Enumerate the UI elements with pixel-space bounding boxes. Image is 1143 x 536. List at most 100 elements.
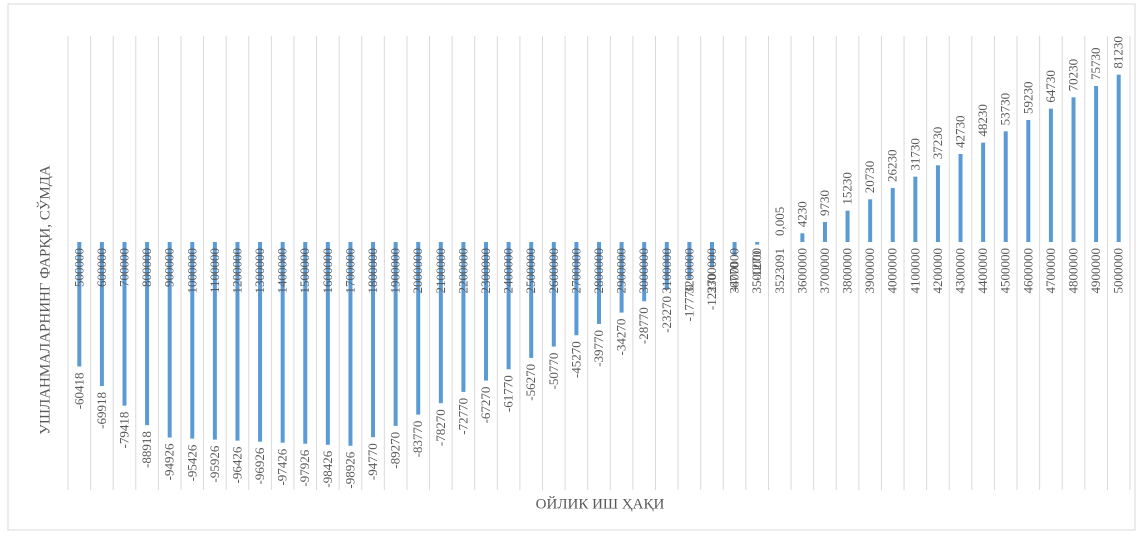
x-tick-label: 4600000 bbox=[1020, 248, 1035, 294]
data-label: 42730 bbox=[953, 115, 968, 148]
data-label: -98426 bbox=[320, 450, 335, 487]
bar bbox=[393, 242, 398, 426]
x-tick-label: 2100000 bbox=[433, 248, 448, 294]
y-axis-label: УШЛАНМАЛАРНИНГ ФАРҚИ, СЎМДА bbox=[36, 165, 53, 435]
x-tick-label: 1800000 bbox=[365, 248, 380, 294]
bar bbox=[958, 153, 963, 242]
bar bbox=[348, 242, 353, 446]
data-label: 15230 bbox=[840, 172, 855, 205]
bar bbox=[1071, 97, 1076, 242]
x-tick-label: 3200000 bbox=[681, 248, 696, 294]
x-tick-label: 4200000 bbox=[930, 248, 945, 294]
x-tick-label: 1000000 bbox=[184, 248, 199, 294]
data-label: -79418 bbox=[116, 412, 131, 449]
x-tick-label: 1100000 bbox=[207, 248, 222, 293]
bar bbox=[371, 242, 376, 438]
x-tick-label: 1900000 bbox=[388, 248, 403, 294]
x-tick-label: 1300000 bbox=[252, 248, 267, 294]
bar bbox=[77, 242, 82, 367]
bar bbox=[913, 176, 918, 242]
data-label: 31730 bbox=[907, 138, 922, 171]
x-tick-label: 1700000 bbox=[342, 248, 357, 294]
data-label: 59230 bbox=[1020, 81, 1035, 114]
x-tick-label: 900000 bbox=[162, 248, 177, 287]
data-label: -17770 bbox=[681, 285, 696, 322]
data-label: -72770 bbox=[455, 398, 470, 435]
bar bbox=[574, 242, 579, 336]
bar bbox=[258, 242, 263, 442]
bar bbox=[981, 142, 986, 242]
data-label: -69918 bbox=[94, 392, 109, 429]
data-label: -60418 bbox=[71, 372, 86, 409]
bar bbox=[687, 242, 692, 279]
bar bbox=[212, 242, 217, 440]
bar bbox=[1003, 131, 1008, 242]
data-label: 70230 bbox=[1065, 59, 1080, 92]
x-tick-label: 1400000 bbox=[275, 248, 290, 294]
bar bbox=[167, 242, 172, 438]
data-label: -6770 bbox=[727, 262, 742, 292]
x-tick-label: 4800000 bbox=[1065, 248, 1080, 294]
data-label: -67270 bbox=[478, 387, 493, 424]
x-tick-label: 2000000 bbox=[410, 248, 425, 294]
bar bbox=[506, 242, 511, 370]
data-label: -94770 bbox=[365, 443, 380, 480]
data-label: 37230 bbox=[930, 127, 945, 160]
bar bbox=[1094, 85, 1099, 242]
x-tick-label: 4000000 bbox=[885, 248, 900, 294]
x-tick-label: 3800000 bbox=[840, 248, 855, 294]
data-label: -56270 bbox=[523, 364, 538, 401]
x-tick-label: 1600000 bbox=[320, 248, 335, 294]
x-tick-label: 1500000 bbox=[297, 248, 312, 294]
bar bbox=[438, 242, 443, 404]
bar bbox=[664, 242, 669, 290]
data-label: -28770 bbox=[636, 307, 651, 344]
x-tick-label: 4400000 bbox=[975, 248, 990, 294]
x-tick-label: 3000000 bbox=[636, 248, 651, 294]
bar bbox=[822, 221, 827, 242]
bar bbox=[325, 242, 330, 445]
x-axis-label: ОЙЛИК ИШ ҲАҚИ bbox=[536, 495, 665, 512]
bar bbox=[732, 242, 737, 256]
x-tick-label: 800000 bbox=[139, 248, 154, 287]
data-label: -34270 bbox=[614, 319, 629, 356]
bar bbox=[145, 242, 150, 426]
x-tick-label: 4700000 bbox=[1043, 248, 1058, 294]
data-label: -23270 bbox=[659, 296, 674, 333]
bar bbox=[868, 199, 873, 242]
bar bbox=[755, 242, 760, 245]
x-tick-label: 2200000 bbox=[455, 248, 470, 294]
bar bbox=[190, 242, 195, 439]
bar bbox=[235, 242, 240, 441]
data-label: -98926 bbox=[342, 451, 357, 488]
x-tick-label: 2300000 bbox=[478, 248, 493, 294]
data-label: 0,005 bbox=[772, 207, 787, 236]
x-tick-label: 2500000 bbox=[523, 248, 538, 294]
bar bbox=[619, 242, 624, 313]
bar bbox=[122, 242, 127, 406]
data-label: -94926 bbox=[162, 443, 177, 480]
data-label: -61770 bbox=[501, 375, 516, 412]
x-tick-label: 1200000 bbox=[229, 248, 244, 294]
bar bbox=[845, 210, 850, 242]
x-tick-label: 2400000 bbox=[501, 248, 516, 294]
x-tick-label: 500000 bbox=[71, 248, 86, 287]
x-tick-label: 2800000 bbox=[591, 248, 606, 294]
data-label: 81230 bbox=[1111, 36, 1126, 69]
data-label: -96426 bbox=[229, 446, 244, 483]
bar bbox=[1048, 108, 1053, 243]
data-label: -89270 bbox=[388, 432, 403, 469]
x-tick-label: 3300000 bbox=[704, 248, 719, 294]
data-label: -97926 bbox=[297, 449, 312, 486]
data-label: -95426 bbox=[184, 444, 199, 481]
data-label: 9730 bbox=[817, 190, 832, 216]
bar bbox=[1116, 74, 1121, 242]
x-tick-label: 2700000 bbox=[568, 248, 583, 294]
data-label: 20730 bbox=[862, 161, 877, 194]
x-tick-label: 4300000 bbox=[953, 248, 968, 294]
bar bbox=[1026, 119, 1031, 242]
x-tick-label: 3523091 bbox=[772, 248, 787, 294]
x-tick-label: 4100000 bbox=[907, 248, 922, 294]
bar bbox=[642, 242, 647, 302]
bar bbox=[890, 187, 895, 242]
